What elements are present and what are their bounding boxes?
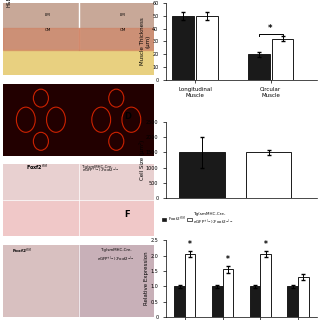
Legend: Foxf2$^{fl/fl}$, Tg(smMHC-Cre-
eGFP$^{+/-}$);Foxf2$^{-/-}$: Foxf2$^{fl/fl}$, Tg(smMHC-Cre- eGFP$^{+/…	[161, 210, 235, 228]
Bar	[3, 3, 79, 75]
Text: F: F	[124, 210, 130, 220]
Text: *: *	[268, 24, 273, 33]
Bar	[287, 286, 298, 317]
Text: eGFP$^{+/-}$);Foxf2$^{-/-}$: eGFP$^{+/-}$);Foxf2$^{-/-}$	[97, 254, 135, 264]
Text: Foxf2$^{fl/fl}$: Foxf2$^{fl/fl}$	[12, 247, 32, 256]
Bar	[3, 50, 79, 75]
Bar	[223, 269, 233, 317]
Text: *: *	[264, 240, 268, 249]
Text: LM: LM	[120, 13, 126, 17]
Text: B: B	[124, 0, 130, 2]
Text: CM: CM	[45, 28, 51, 32]
Bar	[212, 286, 223, 317]
Bar	[79, 84, 154, 156]
Bar	[174, 286, 185, 317]
Bar	[3, 28, 79, 50]
Bar	[79, 28, 154, 50]
Text: Foxf2$^{fl/fl}$: Foxf2$^{fl/fl}$	[26, 163, 49, 172]
Y-axis label: Muscle Thickness
(μm): Muscle Thickness (μm)	[140, 18, 151, 65]
Text: *: *	[188, 240, 192, 249]
Text: eGFP$^{+/-}$);Foxf2$^{-/-}$: eGFP$^{+/-}$);Foxf2$^{-/-}$	[82, 166, 120, 175]
Bar	[179, 152, 225, 198]
Text: H&E: H&E	[6, 0, 11, 7]
Bar	[79, 50, 154, 75]
Y-axis label: Cell Size (μm²): Cell Size (μm²)	[139, 140, 145, 180]
Bar	[79, 245, 154, 317]
Bar	[185, 254, 196, 317]
Bar	[298, 277, 308, 317]
Bar	[172, 16, 194, 80]
Bar	[272, 39, 293, 80]
Text: D: D	[124, 112, 131, 121]
Text: *: *	[226, 255, 230, 264]
Bar	[246, 152, 292, 198]
Bar	[3, 164, 79, 200]
Bar	[3, 84, 79, 156]
Text: Tg(smMHC-Cre-: Tg(smMHC-Cre-	[101, 248, 132, 252]
Text: Tg(smMHC-Cre-: Tg(smMHC-Cre-	[82, 165, 113, 169]
Text: LM: LM	[45, 13, 51, 17]
Bar	[250, 286, 260, 317]
Bar	[260, 254, 271, 317]
Text: CM: CM	[120, 28, 126, 32]
Y-axis label: Relative Expression: Relative Expression	[144, 252, 149, 305]
Bar	[196, 16, 218, 80]
Bar	[79, 200, 154, 236]
Bar	[3, 200, 79, 236]
Bar	[248, 54, 269, 80]
Bar	[3, 245, 79, 317]
Bar	[79, 164, 154, 200]
Bar	[79, 3, 154, 75]
